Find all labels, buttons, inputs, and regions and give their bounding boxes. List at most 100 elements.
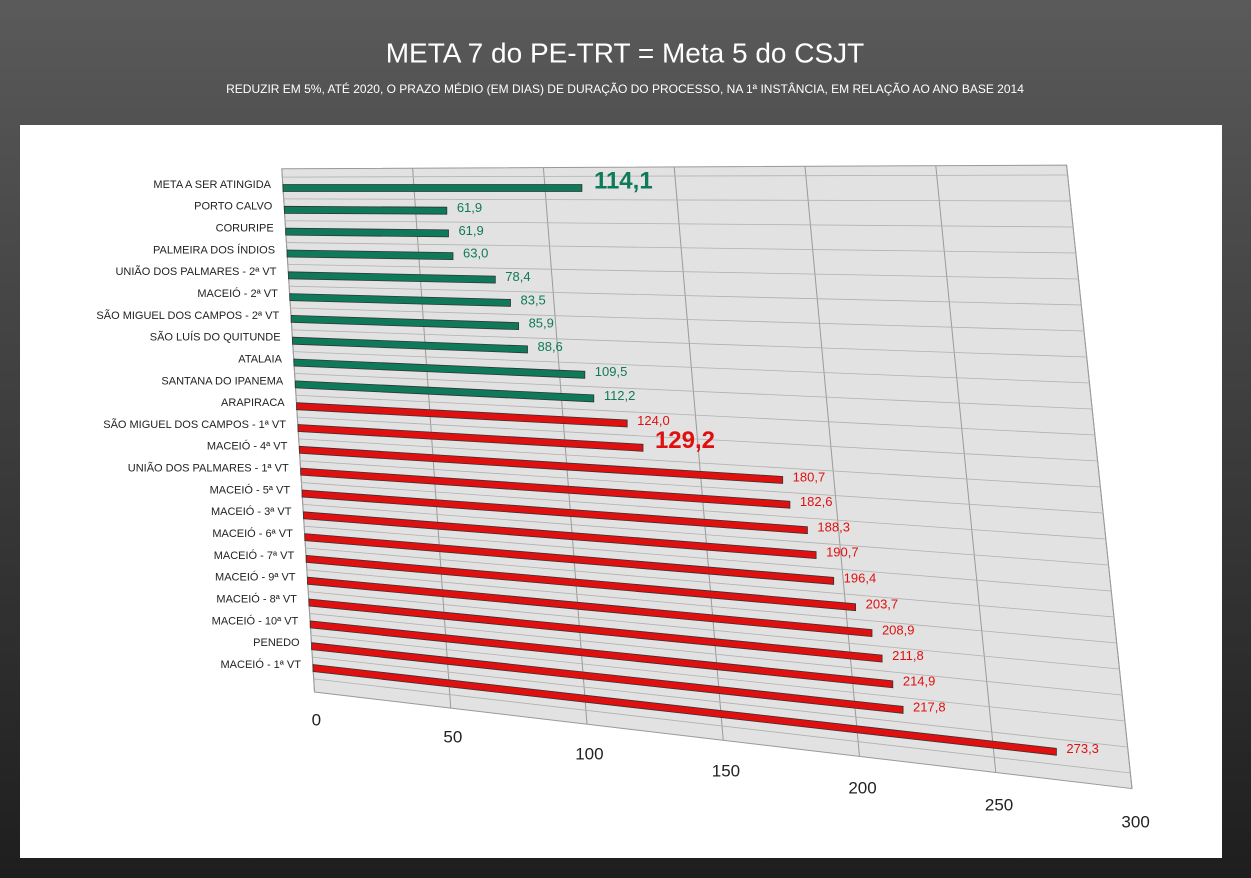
- value-label: 196,4: [844, 570, 877, 585]
- bar: [283, 205, 448, 215]
- y-tick-label: SÃO MIGUEL DOS CAMPOS - 2ª VT: [96, 309, 279, 322]
- bar: [292, 336, 528, 354]
- row-line: [293, 351, 1090, 384]
- bar: [301, 489, 808, 535]
- row-line: [301, 482, 1106, 540]
- value-label: 211,8: [892, 648, 924, 663]
- value-label: 203,7: [866, 597, 899, 612]
- value-label: 214,9: [903, 674, 936, 689]
- bar: [303, 511, 817, 560]
- value-label: 63,0: [463, 246, 488, 261]
- y-tick-label: ATALAIA: [238, 353, 282, 365]
- row-line: [306, 569, 1117, 644]
- row-line: [298, 438, 1101, 488]
- row-line: [294, 373, 1093, 410]
- bar: [286, 249, 454, 261]
- row-line: [300, 460, 1104, 514]
- value-label: 129,2: [655, 427, 715, 454]
- grid-line: [935, 165, 997, 773]
- row-line: [283, 198, 1071, 202]
- bar: [304, 533, 835, 585]
- y-tick-label: SÃO MIGUEL DOS CAMPOS - 1ª VT: [103, 418, 286, 431]
- y-tick-label: CORURIPE: [216, 223, 274, 235]
- value-label: 78,4: [505, 269, 530, 284]
- y-tick-label: META A SER ATINGIDA: [153, 179, 271, 191]
- chart-subtitle: REDUZIR EM 5%, ATÉ 2020, O PRAZO MÉDIO (…: [226, 81, 1024, 96]
- bar: [311, 642, 904, 714]
- bar: [288, 271, 496, 284]
- bar: [300, 467, 791, 509]
- bar: [294, 380, 595, 403]
- row-line: [286, 242, 1076, 254]
- x-tick-label: 300: [1121, 812, 1149, 831]
- bar: [308, 598, 883, 663]
- row-line: [291, 329, 1087, 358]
- x-tick-label: 200: [848, 778, 876, 797]
- y-tick-label: MACEIÓ - 8ª VT: [216, 592, 297, 605]
- value-label: 83,5: [520, 292, 545, 307]
- value-label: 208,9: [882, 623, 915, 638]
- y-tick-label: PORTO CALVO: [194, 201, 273, 213]
- y-tick-label: MACEIÓ - 9ª VT: [215, 571, 296, 584]
- y-tick-label: MACEIÓ - 1ª VT: [221, 658, 302, 671]
- bar: [289, 293, 511, 307]
- bar: [307, 576, 873, 638]
- value-label: 217,8: [913, 699, 946, 714]
- row-line: [308, 591, 1120, 670]
- value-label: 85,9: [529, 316, 554, 331]
- x-tick-label: 100: [575, 744, 603, 763]
- y-tick-label: MACEIÓ - 5ª VT: [210, 483, 291, 496]
- value-label: 124,0: [637, 413, 670, 428]
- bar: [285, 227, 449, 238]
- chart-title: META 7 do PE-TRT = Meta 5 do CSJT: [386, 37, 865, 68]
- y-tick-label: UNIÃO DOS PALMARES - 1ª VT: [128, 462, 289, 475]
- row-line: [310, 634, 1125, 722]
- bar: [282, 184, 583, 192]
- value-label: 61,9: [457, 200, 482, 215]
- y-tick-label: ARAPIRACA: [221, 397, 285, 409]
- value-label: 188,3: [817, 520, 850, 535]
- bar: [296, 402, 628, 428]
- row-line: [285, 220, 1074, 228]
- bar: [312, 664, 1057, 756]
- row-line: [302, 503, 1109, 566]
- row-line: [289, 285, 1082, 306]
- bar: [305, 554, 856, 612]
- y-tick-label: MACEIÓ - 6ª VT: [212, 527, 293, 540]
- value-label: 112,2: [604, 388, 636, 403]
- value-label: 273,3: [1066, 741, 1099, 756]
- y-tick-label: SÃO LUÍS DO QUITUNDE: [150, 331, 281, 344]
- row-line: [290, 307, 1085, 332]
- row-line: [287, 263, 1079, 280]
- x-tick-label: 150: [712, 761, 740, 780]
- grid-line: [1066, 165, 1133, 789]
- value-label: 88,6: [537, 339, 562, 354]
- bar: [293, 358, 586, 379]
- x-tick-label: 0: [312, 710, 321, 729]
- value-label: 114,1: [594, 167, 653, 194]
- y-tick-label: MACEIÓ - 4ª VT: [207, 440, 288, 453]
- row-line: [304, 525, 1112, 592]
- row-line: [309, 613, 1123, 696]
- row-line: [295, 394, 1095, 436]
- bar: [298, 445, 784, 484]
- y-tick-label: PALMEIRA DOS ÍNDIOS: [153, 243, 275, 256]
- value-label: 190,7: [826, 545, 859, 560]
- y-tick-label: MACEIÓ - 10ª VT: [212, 614, 299, 627]
- y-tick-label: MACEIÓ - 3ª VT: [211, 505, 292, 518]
- bar: [309, 620, 894, 689]
- row-line: [312, 656, 1128, 748]
- bar: [290, 314, 519, 331]
- value-label: 180,7: [793, 469, 826, 484]
- y-tick-label: PENEDO: [253, 637, 300, 649]
- bar: [297, 424, 644, 452]
- value-label: 182,6: [800, 494, 833, 509]
- x-tick-label: 50: [443, 727, 462, 746]
- y-tick-label: MACEIÓ - 2ª VT: [197, 287, 278, 300]
- row-line: [313, 678, 1131, 774]
- row-line: [282, 174, 1068, 178]
- y-tick-label: MACEIÓ - 7ª VT: [214, 549, 295, 562]
- row-line: [297, 416, 1098, 462]
- value-label: 109,5: [595, 364, 628, 379]
